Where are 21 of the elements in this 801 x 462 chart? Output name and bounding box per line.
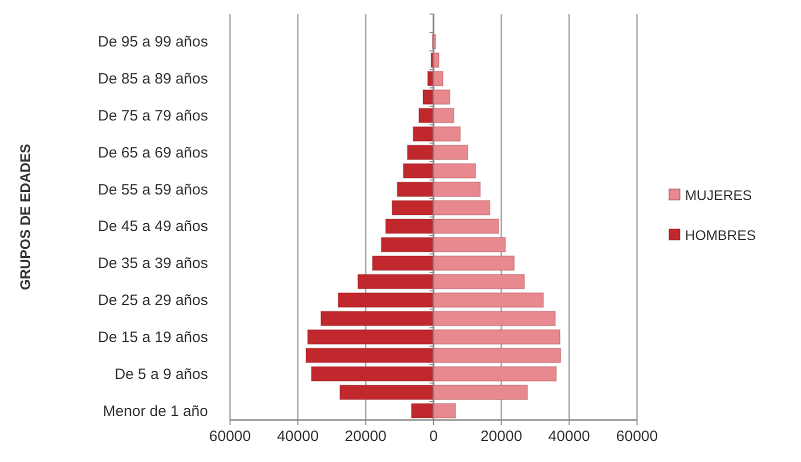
x-tick-label: 0	[429, 428, 438, 445]
x-tick-label: 60000	[616, 428, 658, 445]
y-tick-label: Menor de 1 año	[102, 402, 208, 420]
x-tick-label: 40000	[276, 428, 319, 445]
x-tick-label: 40000	[548, 428, 590, 445]
x-tick-label: 20000	[480, 428, 522, 445]
y-tick-label: De 55 a 59 años	[98, 181, 208, 198]
y-tick-label: De 5 a 9 años	[114, 366, 208, 383]
y-tick-label: De 15 a 19 años	[98, 328, 208, 346]
y-tick-label: De 95 a 99 años	[98, 34, 208, 51]
y-tick-label: De 35 a 39 años	[98, 255, 208, 272]
x-tick-label: 20000	[344, 428, 387, 445]
legend-label: HOMBRES	[685, 227, 756, 243]
y-tick-label: De 25 a 29 años	[98, 292, 208, 310]
x-tick-label: 60000	[209, 428, 251, 445]
y-tick-label: De 85 a 89 años	[98, 70, 208, 88]
y-tick-label: De 65 a 69 años	[98, 144, 208, 162]
y-tick-label: De 75 a 79 años	[98, 108, 208, 124]
y-axis-title: GRUPOS DE EDADES	[17, 144, 33, 290]
legend-label: MUJERES	[685, 187, 752, 203]
y-tick-label: De 45 a 49 años	[98, 218, 208, 236]
